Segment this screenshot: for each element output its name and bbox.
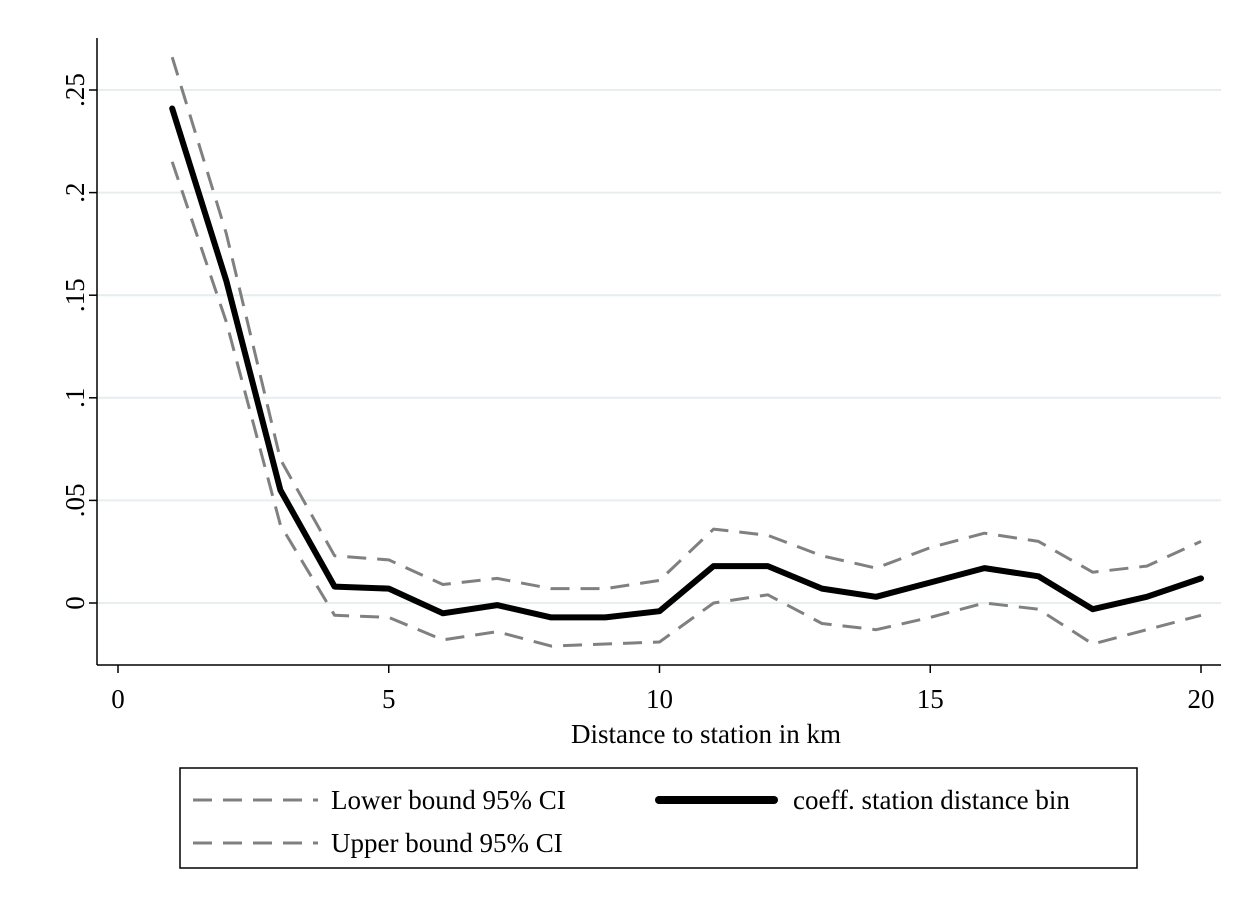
legend-label: Upper bound 95% CI [331, 828, 563, 858]
series-coefficient-line [169, 105, 1204, 621]
y-tick-label: .25 [60, 73, 90, 107]
x-axis-ticks: 0 5 10 15 20 [111, 665, 1215, 714]
x-tick-label: 0 [111, 684, 125, 714]
series-upper-ci-line [170, 56, 1202, 591]
legend-label: Lower bound 95% CI [331, 785, 566, 815]
x-axis-title: Distance to station in km [571, 719, 841, 749]
series-lower-ci-line [170, 161, 1202, 648]
x-tick-label: 20 [1188, 684, 1215, 714]
y-tick-label: .15 [60, 278, 90, 312]
y-axis-ticks: 0 .05 .1 .15 .2 .25 [60, 73, 97, 610]
y-tick-label: .2 [60, 182, 90, 202]
series-lines [169, 56, 1204, 648]
x-tick-label: 15 [917, 684, 944, 714]
legend-label: coeff. station distance bin [793, 785, 1070, 815]
x-tick-label: 10 [646, 684, 673, 714]
legend: Lower bound 95% CI coeff. station distanc… [179, 767, 1138, 869]
y-tick-label: .1 [60, 388, 90, 408]
x-tick-label: 5 [382, 684, 396, 714]
legend-box [179, 767, 1138, 869]
y-tick-label: 0 [60, 596, 90, 610]
y-tick-label: .05 [60, 484, 90, 518]
